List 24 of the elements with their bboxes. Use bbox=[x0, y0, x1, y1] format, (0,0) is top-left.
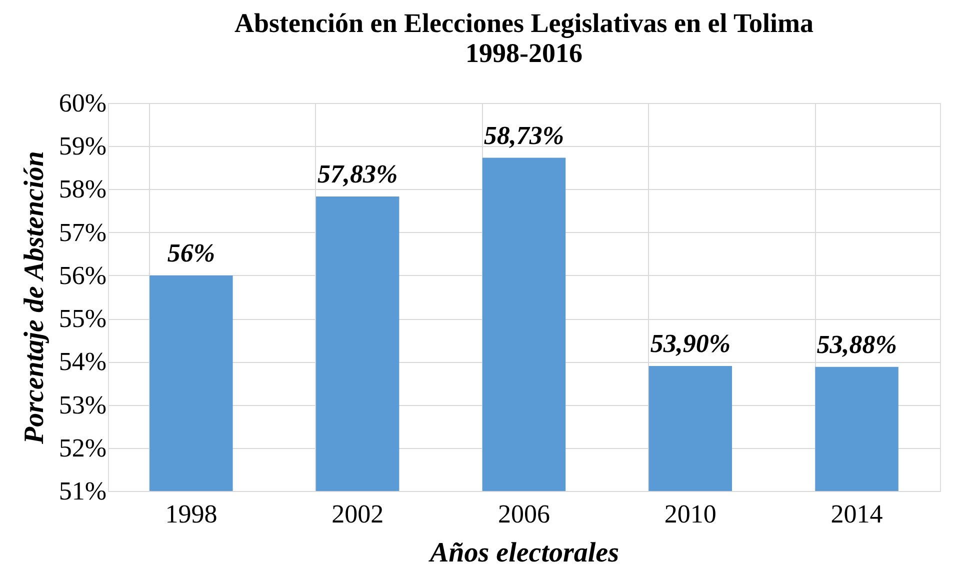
x-axis-title: Años electorales bbox=[428, 538, 620, 568]
x-tick-label: 2002 bbox=[332, 500, 384, 528]
x-tick-label: 1998 bbox=[165, 500, 218, 528]
data-label: 57,83% bbox=[318, 160, 398, 189]
x-tick-label: 2014 bbox=[830, 500, 883, 528]
x-tick-label: 2006 bbox=[498, 500, 550, 528]
chart-title: Abstención en Elecciones Legislativas en el Tolima bbox=[234, 8, 814, 38]
y-axis-title: Porcentaje de Abstención bbox=[18, 151, 50, 445]
y-tick-label: 57% bbox=[58, 218, 106, 247]
chart-subtitle: 1998-2016 bbox=[466, 38, 582, 68]
x-tick-label: 2010 bbox=[664, 500, 716, 528]
y-tick-label: 53% bbox=[58, 390, 106, 420]
y-tick-label: 60% bbox=[58, 88, 106, 118]
y-tick-label: 58% bbox=[58, 174, 106, 204]
data-label: 53,88% bbox=[816, 330, 897, 359]
y-tick-label: 54% bbox=[58, 347, 106, 376]
data-label: 58,73% bbox=[484, 120, 564, 150]
y-tick-label: 56% bbox=[58, 260, 106, 290]
data-label: 53,90% bbox=[650, 328, 730, 358]
y-tick-label: 52% bbox=[58, 433, 106, 462]
y-tick-label: 51% bbox=[58, 476, 106, 506]
data-label: 56% bbox=[167, 238, 216, 268]
y-tick-label: 59% bbox=[58, 132, 106, 161]
y-tick-label: 55% bbox=[58, 304, 106, 334]
